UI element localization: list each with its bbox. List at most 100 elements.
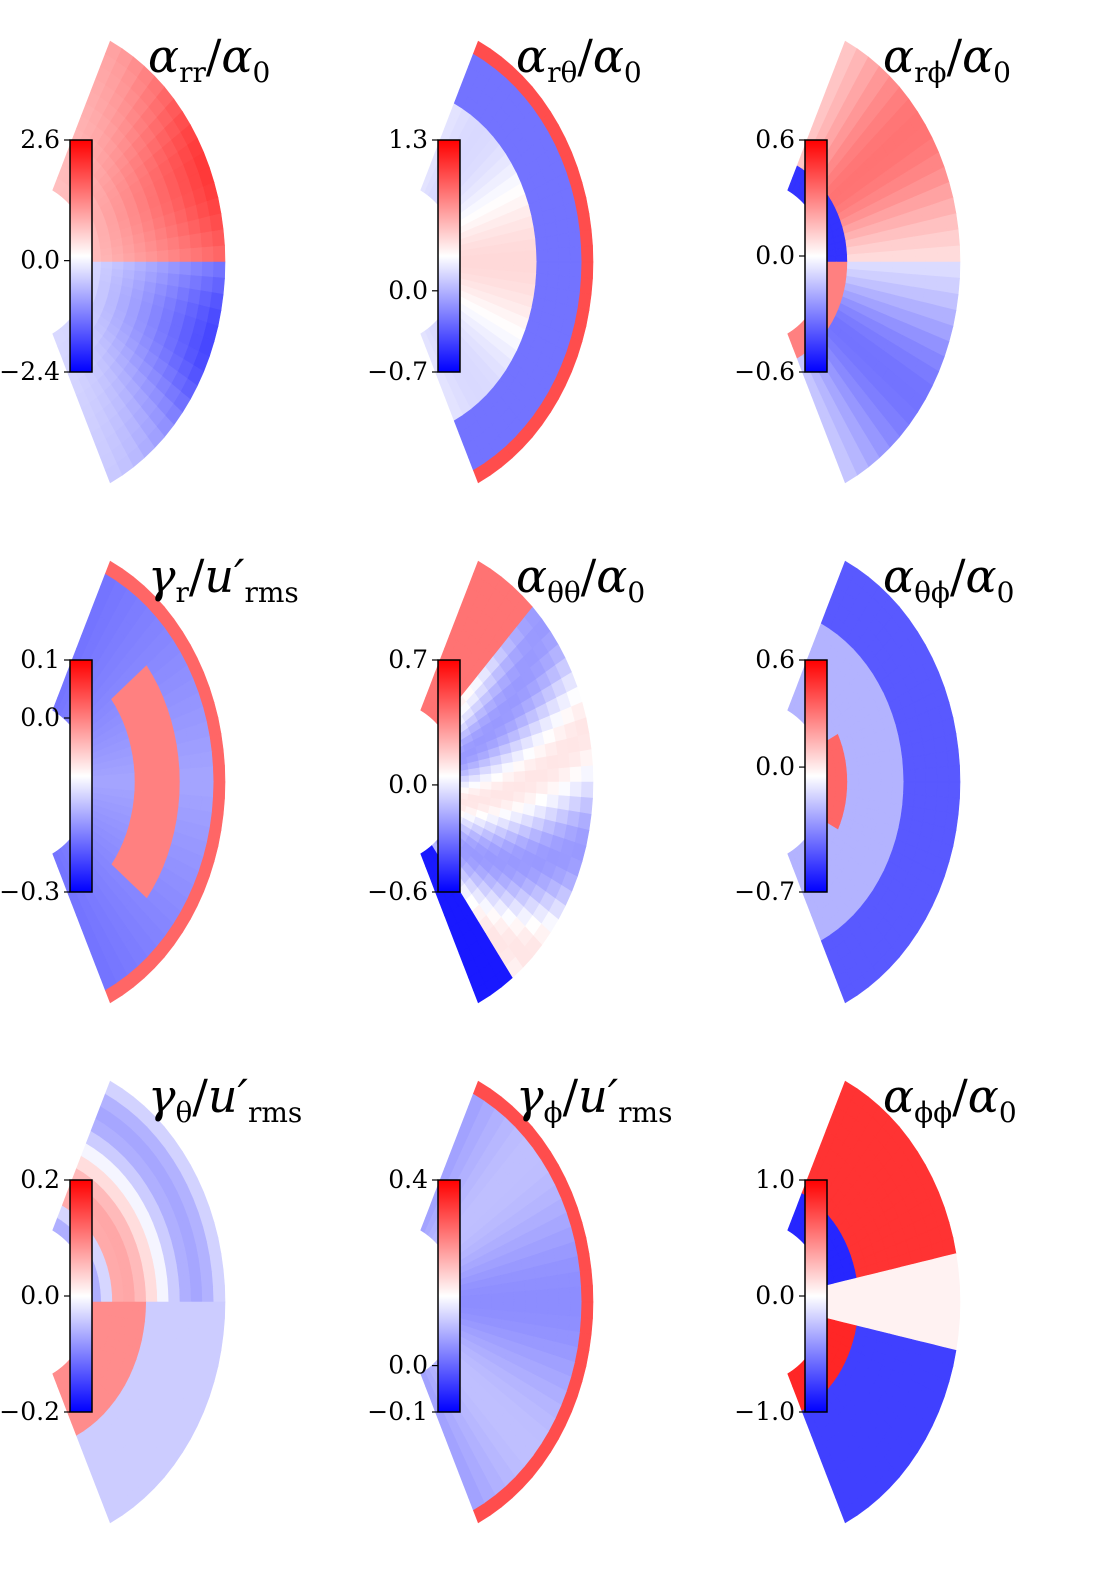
shell-cell	[145, 781, 158, 794]
shell-cell	[891, 1301, 905, 1315]
shell-cell	[544, 741, 559, 758]
shell-cell	[156, 261, 170, 275]
shell-cell	[868, 242, 882, 254]
shell-cell	[122, 243, 136, 255]
shell-cell	[580, 1301, 594, 1319]
shell-cell	[946, 1269, 960, 1288]
shell-cell	[155, 238, 169, 252]
shell-cell	[911, 1261, 926, 1278]
shell-cell	[569, 261, 583, 278]
shell-cell	[123, 1301, 136, 1312]
panel-gamma_r: 0.1 0.0 −0.3 γr/u′rms	[0, 549, 299, 1004]
shell-cell	[925, 767, 938, 783]
shell-cell	[479, 1301, 493, 1311]
shell-cell	[491, 781, 504, 792]
shell-cell	[925, 247, 938, 263]
shell-cell	[502, 1301, 515, 1313]
shell-cell	[502, 1291, 515, 1303]
shell-cell	[577, 213, 592, 232]
colorbar-tick-label: 0.0	[20, 703, 60, 732]
shell-cell	[913, 794, 927, 810]
shell-cell	[468, 261, 481, 270]
shell-cell	[902, 1276, 916, 1291]
shell-cell	[176, 1261, 191, 1278]
shell-cell	[558, 261, 571, 277]
shell-cell	[947, 261, 961, 279]
shell-cell	[935, 751, 949, 768]
shell-cell	[946, 796, 960, 815]
shell-cell	[580, 261, 594, 279]
shell-cell	[903, 1289, 916, 1303]
shell-cell	[167, 273, 181, 288]
shell-cell	[209, 812, 224, 831]
shell-cell	[212, 245, 226, 263]
shell-cell	[869, 1301, 882, 1313]
shell-cell	[579, 749, 593, 768]
shell-cell	[558, 1301, 571, 1317]
shell-cell	[479, 245, 492, 256]
shell-cell	[890, 238, 904, 252]
shell-cell	[201, 1301, 215, 1318]
shell-cell	[473, 982, 491, 1004]
shell-cell	[155, 758, 169, 772]
shell-cell	[880, 261, 893, 274]
shell-cell	[891, 781, 905, 795]
shell-cell	[536, 249, 549, 263]
shell-cell	[914, 1301, 927, 1316]
shell-cell	[579, 1269, 593, 1288]
shell-cell	[535, 756, 549, 771]
shell-cell	[156, 249, 170, 263]
shell-cell	[557, 1272, 571, 1289]
shell-cell	[536, 261, 549, 275]
shell-cell	[558, 767, 571, 783]
shell-cell	[568, 1316, 582, 1333]
colorbar-alpha_phph	[804, 1179, 828, 1413]
shell-cell	[913, 274, 927, 290]
shell-cell	[156, 781, 170, 795]
shell-cell	[156, 769, 170, 783]
shell-cell	[179, 248, 192, 263]
shell-cell	[134, 771, 147, 783]
shell-cell	[936, 781, 950, 798]
shell-cell	[144, 240, 158, 253]
shell-cell	[178, 1314, 192, 1330]
shell-cell	[947, 1301, 961, 1319]
shell-cell	[168, 249, 181, 263]
shell-cell	[835, 261, 848, 270]
shell-cell	[568, 1271, 582, 1288]
shell-cell	[889, 226, 903, 241]
shell-cell	[178, 234, 192, 250]
panel-title-alpha_phph: αϕϕ/α0	[883, 1069, 1017, 1129]
colorbar-alpha_thph	[804, 659, 828, 893]
shell-cell	[535, 793, 549, 808]
shell-cell	[936, 246, 950, 263]
shell-cell	[846, 1293, 860, 1303]
shell-cell	[913, 1314, 927, 1330]
colorbar-tick-label: −0.1	[367, 1397, 428, 1426]
shell-cell	[536, 1301, 549, 1315]
panel-title-alpha_rr: αrr/α0	[148, 29, 270, 89]
shell-cell	[835, 774, 848, 783]
shell-cell	[178, 274, 192, 290]
shell-cell	[903, 249, 916, 263]
panel-title-alpha_thph: αθϕ/α0	[883, 549, 1014, 609]
shell-cell	[189, 232, 203, 249]
shell-cell	[145, 250, 158, 263]
shell-cell	[134, 251, 147, 263]
shell-cell	[924, 752, 938, 769]
shell-cell	[200, 1271, 214, 1288]
shell-cell	[547, 768, 560, 783]
shell-cell	[179, 1301, 192, 1316]
shell-cell	[869, 251, 882, 263]
shell-cell	[513, 781, 526, 794]
shell-cell	[922, 218, 937, 236]
colorbar-tick-label: 0.4	[388, 1165, 428, 1194]
shell-cell	[577, 812, 592, 831]
shell-cell	[574, 1237, 590, 1257]
shell-cell	[211, 1316, 225, 1335]
shell-cell	[201, 1286, 215, 1303]
shell-cell	[941, 717, 957, 737]
shell-cell	[857, 243, 871, 255]
shell-cell	[902, 1313, 916, 1328]
shell-cell	[111, 1285, 124, 1296]
